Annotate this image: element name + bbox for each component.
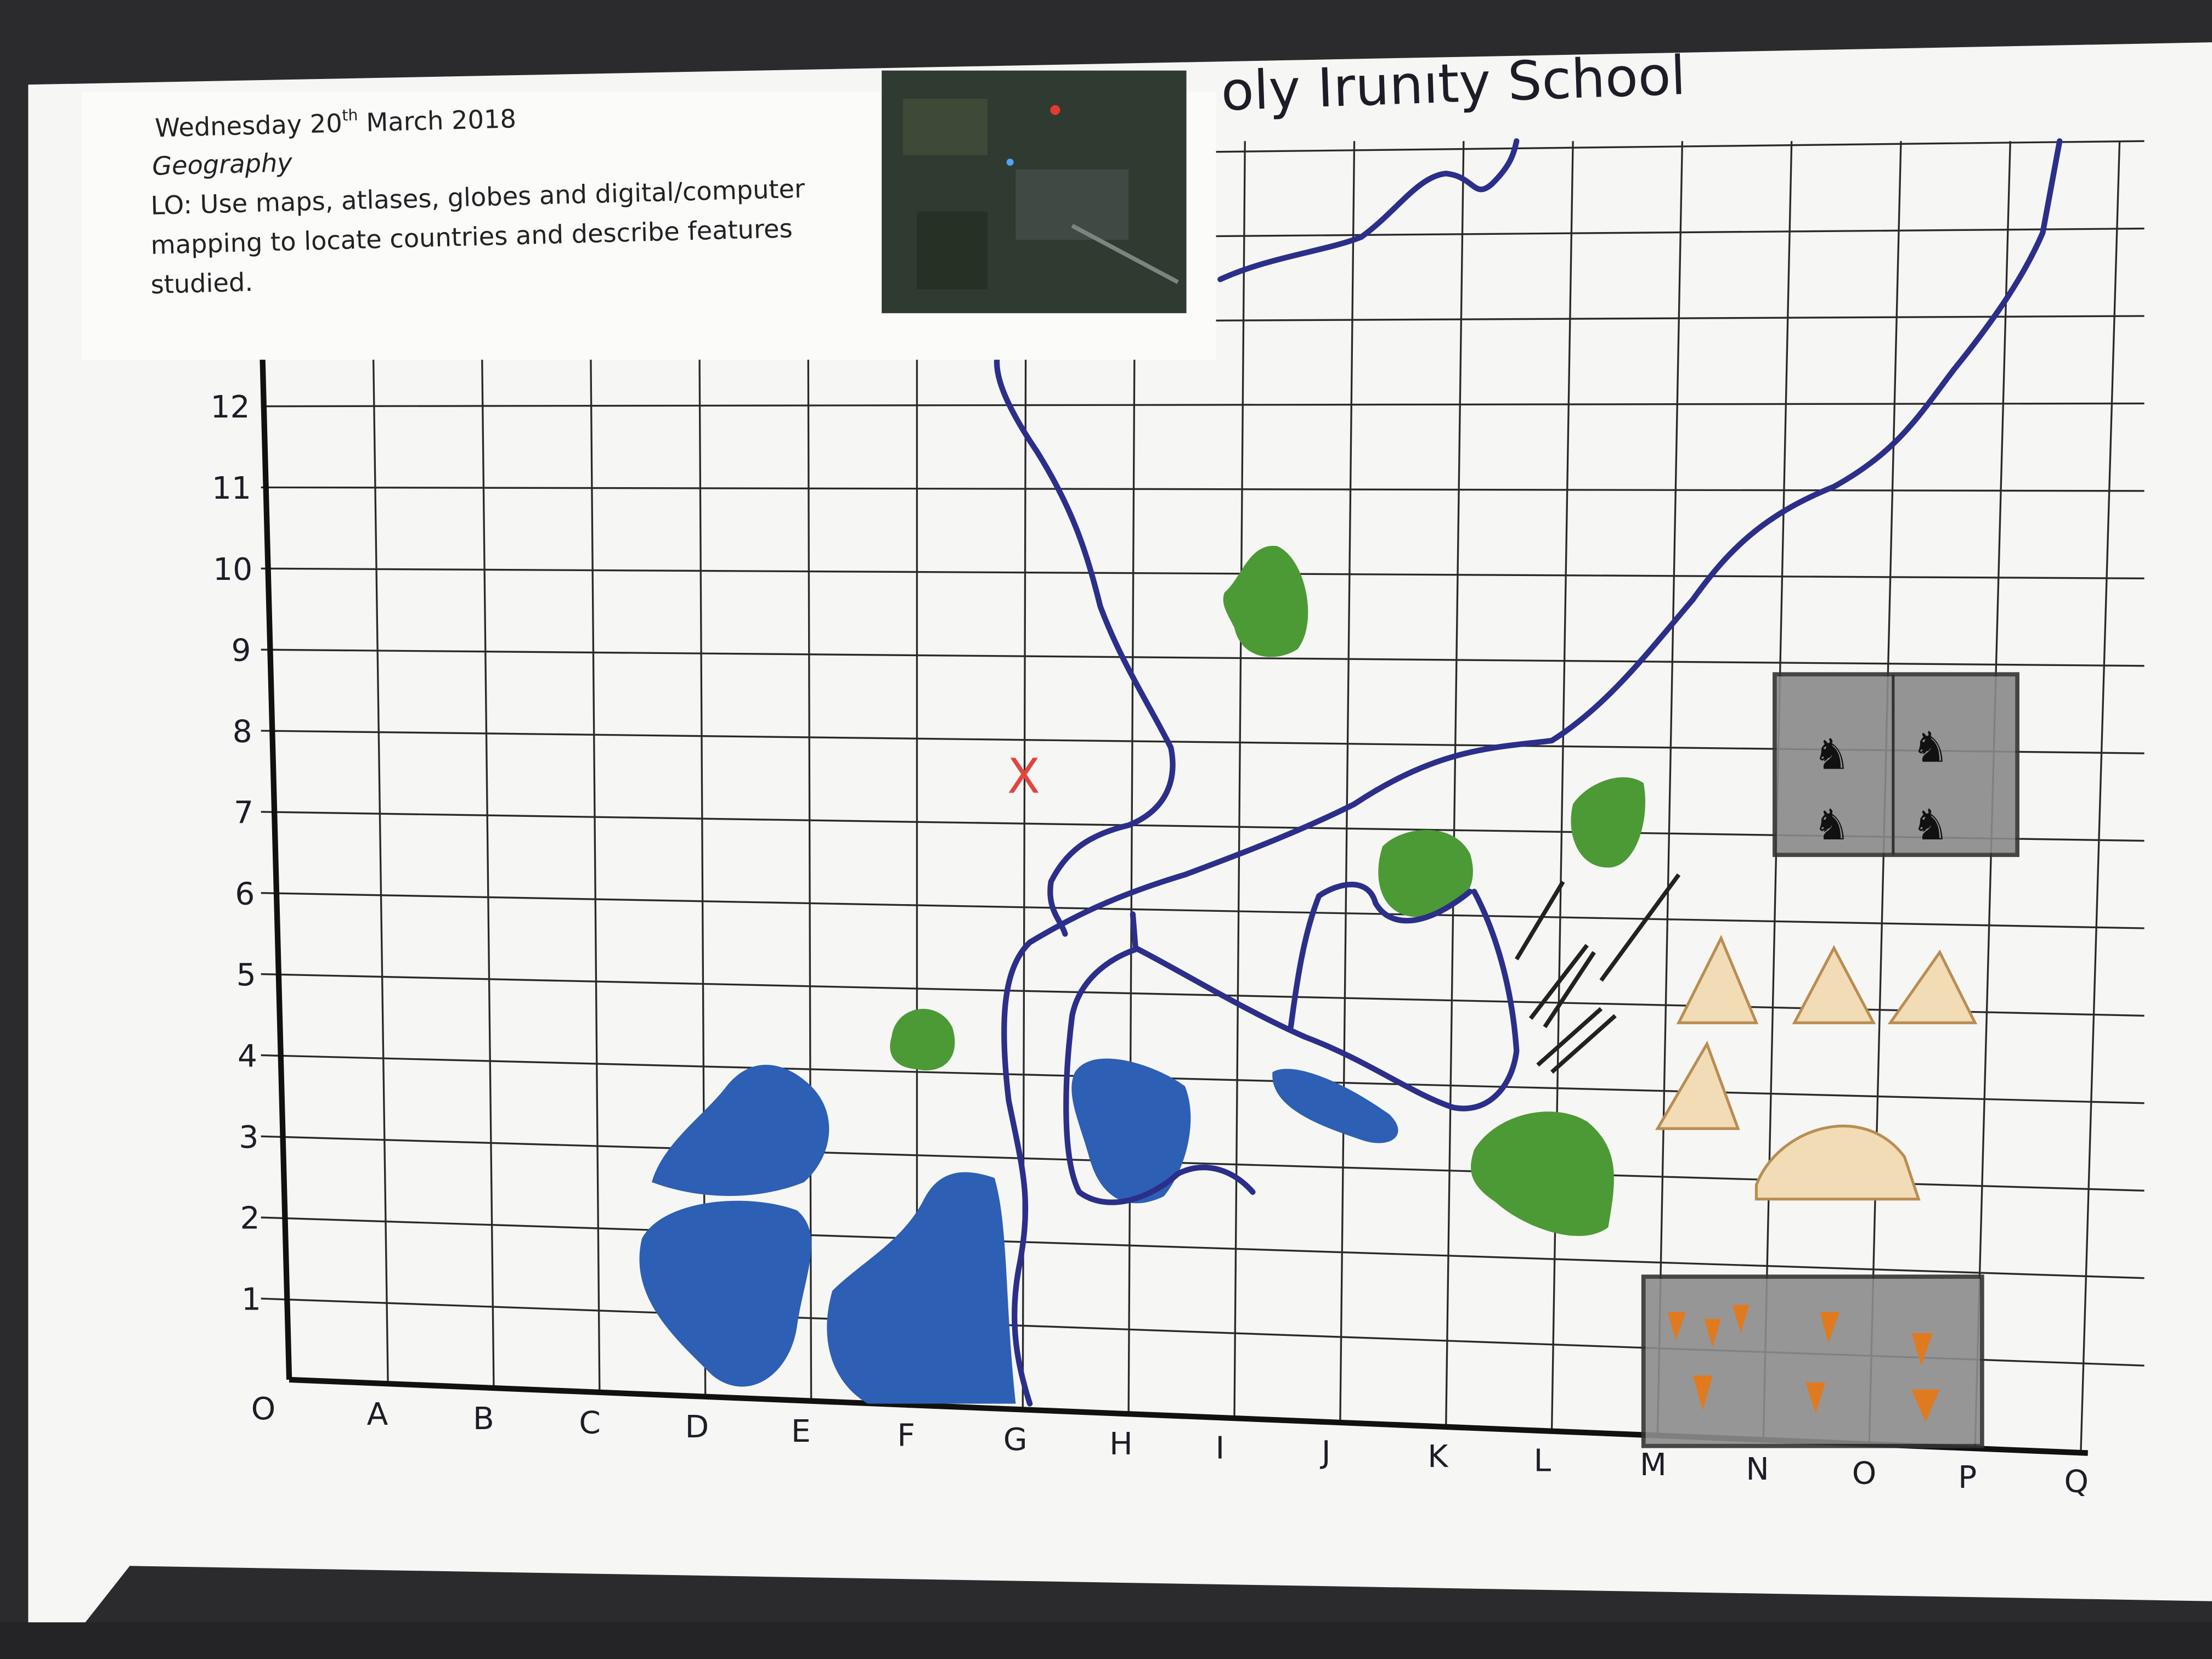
objective-line: studied. [150,267,253,300]
river [994,336,1176,937]
lake [652,1064,830,1196]
lakes [639,1058,1398,1404]
tent-icon [1676,934,1759,1024]
svg-text:♞: ♞ [1813,800,1850,850]
column-label: K [1427,1438,1449,1475]
svg-text:Wednesday 20th March 2018: Wednesday 20th March 2018 [155,102,517,143]
wood [1471,1111,1614,1236]
date-suffix: th [342,106,358,125]
row-label: 6 [235,876,255,912]
row-label: 7 [234,794,253,831]
animal-icon: ♞ ♞ ♞ ♞ [1813,723,1949,850]
column-label: N [1746,1451,1769,1487]
livestock-field: ♞ ♞ ♞ ♞ [1773,672,2020,857]
lake [1071,1058,1191,1204]
row-label: 3 [239,1119,258,1155]
svg-text:♞: ♞ [1911,800,1949,850]
wood [1378,830,1473,917]
satellite-image [882,70,1187,313]
lake [827,1172,1016,1404]
svg-text:♞: ♞ [1911,723,1949,772]
marsh-hatching [1514,873,1681,1074]
river [1001,138,2063,1407]
river [1063,911,1256,1205]
column-label: D [685,1409,709,1445]
column-label: J [1320,1434,1331,1470]
column-label: E [791,1413,811,1449]
river [1217,138,1520,283]
grid-column-line [1445,141,1465,1427]
column-label: O [1852,1455,1877,1492]
lesson-subject: Geography [152,148,293,181]
grid-row-line [261,1054,2145,1104]
x-marker: X [1007,748,1040,804]
map-pin-icon [1050,105,1060,115]
row-label: 8 [233,714,252,750]
grid-row-line [261,648,2145,667]
row-label: 5 [236,957,256,993]
row-label: 11 [212,470,251,506]
column-label: B [473,1401,494,1437]
column-label: C [579,1404,601,1441]
column-label: F [897,1417,915,1453]
column-label: M [1640,1447,1667,1483]
wood [1223,545,1308,657]
svg-text:♞: ♞ [1813,730,1850,779]
column-label: I [1216,1430,1225,1466]
lake [639,1200,811,1387]
tents [1655,934,1978,1201]
column-label: A [367,1396,388,1432]
river [1132,889,1520,1111]
row-label: 1 [241,1282,261,1318]
wood [1571,777,1645,868]
grid-row-line [261,567,2145,579]
tent-icon [1887,949,1978,1024]
row-label: 10 [213,551,252,588]
hut-icon [1754,1124,1921,1201]
column-label: G [1003,1421,1028,1458]
y-axis [259,352,292,1380]
grid-column-line [1339,141,1356,1423]
tent-icon [1792,945,1876,1024]
date-rest: March 2018 [358,104,517,138]
carrot-icon [1667,1305,1940,1422]
row-label: 12 [211,389,250,425]
lesson-date: Wednesday 20 [155,109,343,143]
rivers [994,138,2063,1407]
column-label: L [1534,1443,1551,1479]
paper-sheet [28,42,2212,1659]
row-label: 2 [240,1200,260,1237]
row-label: 4 [238,1038,257,1074]
column-label: P [1958,1459,1977,1496]
tent-icon [1655,1040,1740,1130]
vegetable-field [1641,1274,1984,1448]
river [1288,882,1473,1030]
grid-row-line [261,892,2145,929]
column-label: H [1109,1426,1133,1462]
grid-column-line [1233,141,1246,1419]
lesson-card: Wednesday 20th March 2018 Geography LO: … [82,70,1216,360]
row-label: 9 [231,633,251,669]
grid-row-line [261,1216,2145,1279]
origin-label: O [251,1391,276,1427]
column-label: Q [2064,1464,2089,1500]
woodland [890,545,1645,1236]
lake [1272,1069,1398,1143]
grid-column-line [1656,141,1684,1436]
grid-column-line [2080,141,2121,1453]
wood [890,1008,955,1071]
grid-row-line [261,402,2145,408]
